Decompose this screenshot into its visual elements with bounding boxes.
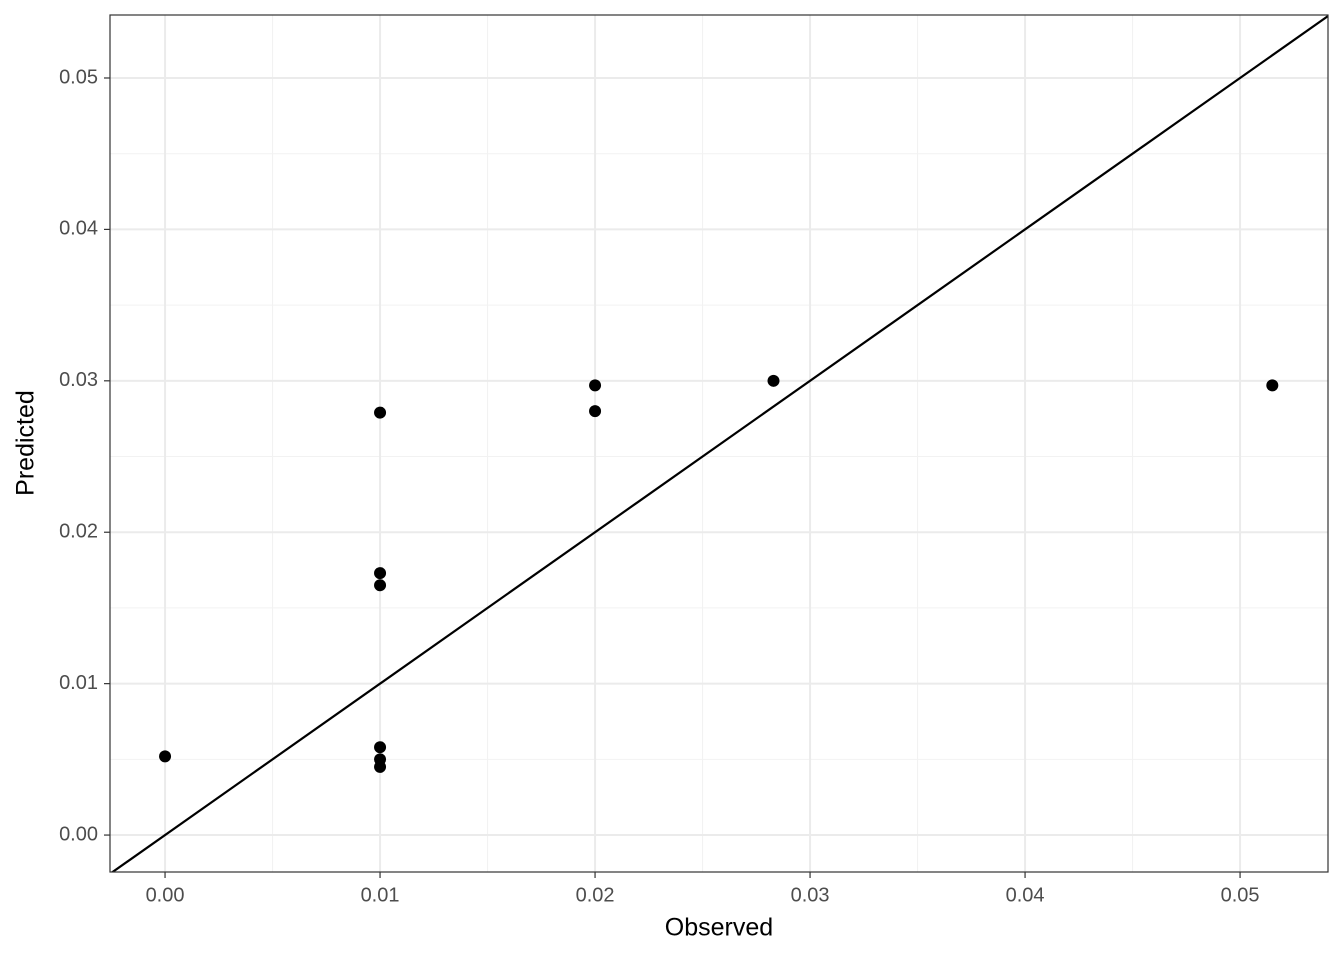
y-tick-label: 0.05	[59, 66, 98, 88]
grid	[110, 15, 1328, 872]
point	[374, 406, 387, 419]
x-tick-label: 0.05	[1221, 884, 1260, 906]
y-tick-label: 0.04	[59, 218, 98, 240]
x-tick-label: 0.04	[1006, 884, 1045, 906]
x-axis-title: Observed	[665, 914, 773, 942]
x-tick-label: 0.00	[146, 884, 185, 906]
point	[767, 374, 780, 387]
point	[1266, 379, 1279, 392]
y-tick-label: 0.02	[59, 521, 98, 543]
y-tick-label: 0.00	[59, 823, 98, 845]
identity-line	[110, 15, 1328, 872]
y-tick-label: 0.03	[59, 369, 98, 391]
point	[374, 760, 387, 773]
y-axis-title: Predicted	[12, 390, 40, 496]
point	[589, 405, 602, 418]
x-tick-label: 0.02	[576, 884, 615, 906]
x-tick-label: 0.01	[361, 884, 400, 906]
panel-border	[109, 14, 1329, 873]
y-tick-label: 0.01	[59, 672, 98, 694]
point	[159, 750, 172, 763]
point	[589, 379, 602, 392]
plot-marks	[110, 15, 1328, 872]
point	[374, 567, 387, 580]
x-tick-label: 0.03	[791, 884, 830, 906]
point	[374, 741, 387, 754]
point	[374, 579, 387, 592]
